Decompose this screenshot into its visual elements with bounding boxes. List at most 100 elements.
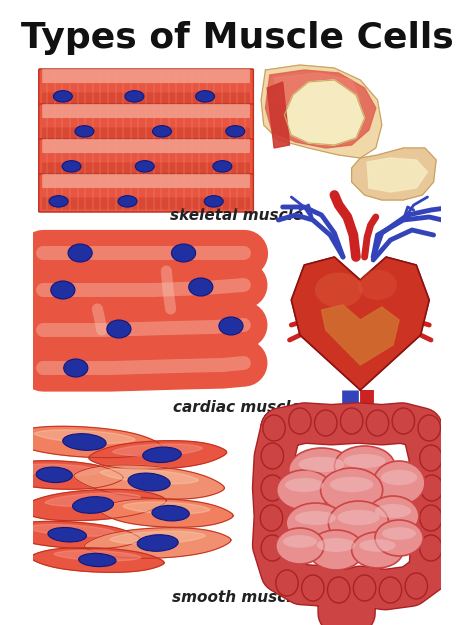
Ellipse shape <box>344 454 386 468</box>
Ellipse shape <box>373 461 425 505</box>
Polygon shape <box>265 70 376 148</box>
Circle shape <box>261 535 283 561</box>
Circle shape <box>340 408 363 434</box>
Circle shape <box>420 475 443 501</box>
Ellipse shape <box>367 496 419 536</box>
FancyBboxPatch shape <box>39 69 254 107</box>
Ellipse shape <box>172 244 196 262</box>
Ellipse shape <box>375 504 411 518</box>
Polygon shape <box>27 524 117 536</box>
FancyBboxPatch shape <box>39 139 254 177</box>
Ellipse shape <box>153 126 172 137</box>
Circle shape <box>420 505 442 531</box>
Ellipse shape <box>48 528 86 542</box>
Polygon shape <box>110 531 205 544</box>
Ellipse shape <box>226 126 245 137</box>
Ellipse shape <box>49 196 68 207</box>
Ellipse shape <box>381 470 417 485</box>
Ellipse shape <box>295 511 336 525</box>
Ellipse shape <box>204 196 223 207</box>
Circle shape <box>420 535 442 561</box>
Polygon shape <box>34 430 135 443</box>
Ellipse shape <box>54 91 73 102</box>
Polygon shape <box>113 444 202 456</box>
Text: Types of Muscle Cells: Types of Muscle Cells <box>21 21 453 55</box>
Ellipse shape <box>277 470 332 510</box>
Polygon shape <box>20 489 166 521</box>
Ellipse shape <box>286 503 345 543</box>
Ellipse shape <box>320 468 383 512</box>
Polygon shape <box>100 469 198 484</box>
Polygon shape <box>352 148 436 200</box>
FancyBboxPatch shape <box>42 127 250 139</box>
Polygon shape <box>74 465 224 499</box>
Circle shape <box>289 408 311 434</box>
Text: cardiac muscle: cardiac muscle <box>173 401 301 416</box>
Ellipse shape <box>330 477 374 492</box>
Ellipse shape <box>107 320 131 338</box>
Polygon shape <box>267 82 290 148</box>
Polygon shape <box>292 257 429 390</box>
Circle shape <box>261 475 283 501</box>
Ellipse shape <box>118 196 137 207</box>
Circle shape <box>301 575 324 601</box>
Ellipse shape <box>63 434 106 451</box>
Ellipse shape <box>189 278 213 296</box>
Ellipse shape <box>137 535 178 551</box>
Circle shape <box>392 408 415 434</box>
Ellipse shape <box>135 161 154 172</box>
Ellipse shape <box>219 317 243 335</box>
FancyBboxPatch shape <box>42 104 250 118</box>
Ellipse shape <box>51 281 75 299</box>
Polygon shape <box>3 521 140 549</box>
Ellipse shape <box>382 528 416 540</box>
Circle shape <box>420 445 442 471</box>
Ellipse shape <box>73 497 114 513</box>
Text: smooth muscle: smooth muscle <box>172 591 302 606</box>
Ellipse shape <box>317 538 356 552</box>
Ellipse shape <box>64 359 88 377</box>
Ellipse shape <box>352 532 403 568</box>
Ellipse shape <box>68 244 92 262</box>
Ellipse shape <box>335 446 395 486</box>
Polygon shape <box>367 158 428 192</box>
Ellipse shape <box>289 448 354 492</box>
Circle shape <box>260 505 283 531</box>
Ellipse shape <box>276 528 324 564</box>
FancyBboxPatch shape <box>42 92 250 104</box>
FancyBboxPatch shape <box>42 162 250 174</box>
Ellipse shape <box>337 510 380 525</box>
FancyBboxPatch shape <box>42 139 250 153</box>
Circle shape <box>405 573 428 599</box>
Polygon shape <box>7 426 162 458</box>
Ellipse shape <box>315 272 363 308</box>
Circle shape <box>354 575 376 601</box>
FancyBboxPatch shape <box>42 174 250 188</box>
Ellipse shape <box>358 270 397 300</box>
Ellipse shape <box>36 467 73 482</box>
Circle shape <box>263 415 285 441</box>
Ellipse shape <box>128 473 170 491</box>
Ellipse shape <box>213 161 232 172</box>
Ellipse shape <box>283 535 317 548</box>
FancyBboxPatch shape <box>39 174 254 212</box>
Ellipse shape <box>196 91 215 102</box>
Circle shape <box>379 577 401 603</box>
Polygon shape <box>84 528 231 558</box>
Circle shape <box>418 415 440 441</box>
Polygon shape <box>31 548 164 572</box>
Ellipse shape <box>75 126 94 137</box>
Polygon shape <box>0 461 123 489</box>
Polygon shape <box>321 305 399 365</box>
Circle shape <box>261 443 283 469</box>
Ellipse shape <box>359 539 396 552</box>
Ellipse shape <box>62 161 81 172</box>
Polygon shape <box>123 502 210 514</box>
FancyBboxPatch shape <box>42 69 250 83</box>
Ellipse shape <box>125 91 144 102</box>
Polygon shape <box>45 493 140 506</box>
Ellipse shape <box>309 530 364 570</box>
Text: skeletal muscle: skeletal muscle <box>170 208 304 222</box>
Polygon shape <box>261 65 382 158</box>
Ellipse shape <box>152 506 189 521</box>
